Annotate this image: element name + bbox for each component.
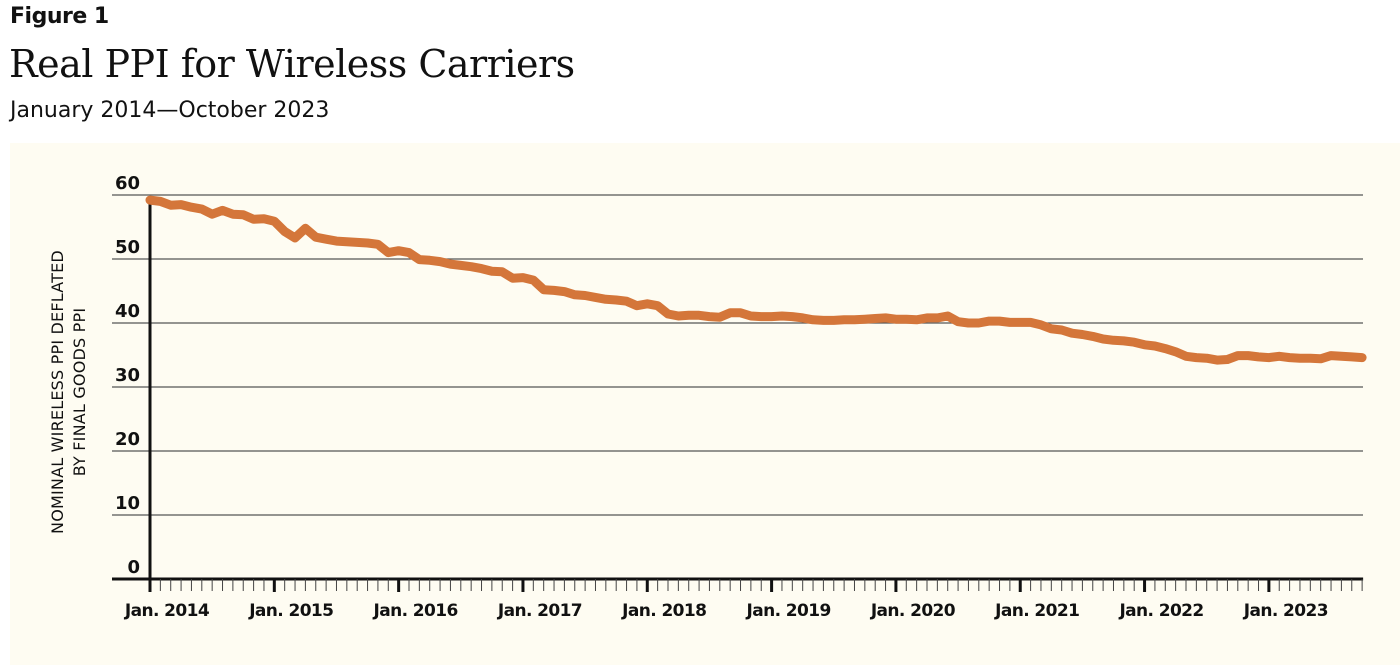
y-tick-label-0: 0	[127, 557, 140, 578]
x-tick-label: Jan. 2019	[745, 601, 830, 621]
y-tick-label-60: 60	[115, 173, 140, 194]
chart-subtitle: January 2014—October 2023	[10, 98, 330, 123]
chart-title: Real PPI for Wireless Carriers	[9, 42, 575, 86]
series-group	[145, 195, 1367, 365]
x-tick-label: Jan. 2016	[373, 601, 458, 621]
x-tick-label: Jan. 2020	[870, 601, 956, 621]
y-tick-label-40: 40	[115, 301, 140, 322]
y-tick-label-30: 30	[115, 365, 140, 386]
x-tick-label: Jan. 2023	[1243, 601, 1328, 621]
x-tick-label: Jan. 2018	[621, 601, 706, 621]
x-tick-labels: Jan. 2014 Jan. 2015 Jan. 2016 Jan. 2017 Jan.…	[124, 601, 1329, 621]
y-tick-label-20: 20	[115, 429, 140, 450]
x-tick-label: Jan. 2014	[124, 601, 210, 621]
x-tick-label: Jan. 2021	[994, 601, 1079, 621]
x-tick-label: Jan. 2015	[248, 601, 333, 621]
y-axis-title-line-1: NOMINAL WIRELESS PPI DEFLATED	[48, 250, 67, 534]
x-tick-label: Jan. 2017	[497, 601, 582, 621]
y-axis-title: NOMINAL WIRELESS PPI DEFLATED BY FINAL G…	[48, 250, 89, 534]
y-axis-title-line-2: BY FINAL GOODS PPI	[70, 308, 89, 477]
y-tick-labels: 0 10 20 30 40 50 60	[115, 173, 140, 578]
x-tick-label: Jan. 2022	[1118, 601, 1203, 621]
figure-label: Figure 1	[10, 4, 109, 29]
x-ticks	[148, 579, 1363, 592]
y-tick-label-10: 10	[115, 493, 140, 514]
series-line	[145, 195, 1367, 365]
gridlines	[112, 194, 1364, 581]
y-tick-label-50: 50	[115, 237, 140, 258]
